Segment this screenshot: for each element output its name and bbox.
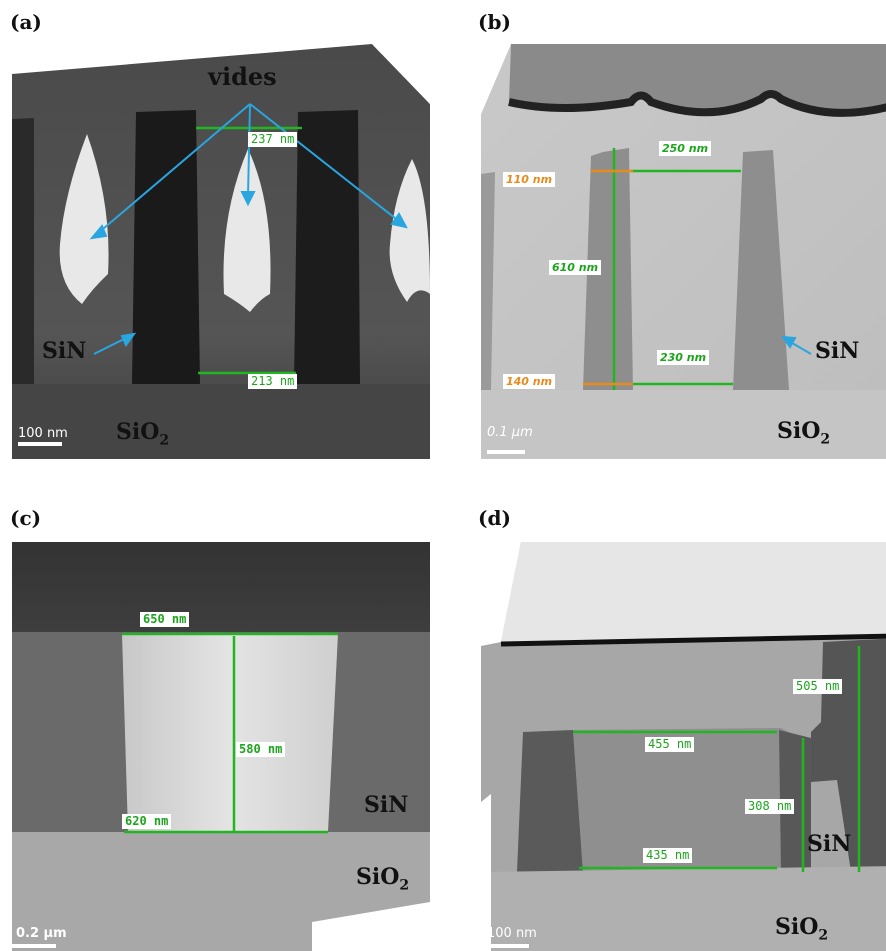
panel-d-micrograph [481,542,886,951]
panel-d-image: 455 nm 505 nm 308 nm 435 nm SiN SiO2 100… [481,542,886,951]
panel-a-sio2-label: SiO2 [116,419,170,449]
panel-b-height-label: 610 nm [549,260,602,275]
panel-c-micrograph [12,542,430,951]
panel-c-scale-bar: 0.2 μm [16,926,67,941]
panel-b-top-width-label: 110 nm [503,172,556,187]
panel-b-sin-label: SiN [815,338,860,364]
panel-a-label: (a) [10,10,42,34]
panel-c-sin-label: SiN [364,792,409,818]
panel-a-bottom-width-label: 213 nm [248,374,298,389]
panel-d-scale-bar: 100 nm [487,926,537,941]
panel-b-image: 250 nm 110 nm 610 nm 230 nm 140 nm SiN S… [481,44,886,459]
panel-a-scale-bar: 100 nm [18,426,68,446]
panel-c-height-label: 580 nm [236,742,286,757]
panel-d-sio2-label: SiO2 [775,914,829,944]
panel-a-image: vides 237 nm 213 nm SiN SiO2 100 nm [12,44,430,459]
panel-b-label: (b) [478,10,511,34]
panel-a-micrograph [12,44,430,459]
panel-b-top-gap-label: 250 nm [659,141,712,156]
panel-d-bottom-width-label: 435 nm [643,848,693,863]
panel-c-top-width-label: 650 nm [140,612,190,627]
panel-c-image: 650 nm 580 nm 620 nm SiN SiO2 0.2 μm [12,542,430,951]
panel-a-top-width-label: 237 nm [248,132,298,147]
panel-d-label: (d) [478,506,511,530]
panel-c-sio2-label: SiO2 [356,864,410,894]
panel-b-sio2-label: SiO2 [777,418,831,448]
panel-a-callout-vides: vides [208,62,277,91]
panel-c-bottom-width-label: 620 nm [122,814,172,829]
panel-a-sin-label: SiN [42,338,87,364]
panel-d-sin-label: SiN [807,831,852,857]
panel-c-label: (c) [10,506,42,530]
panel-b-micrograph [481,44,886,459]
panel-d-height-right-label: 505 nm [793,679,843,694]
panel-d-top-width-label: 455 nm [645,737,695,752]
panel-b-scale-bar: 0.1 μm [487,425,533,440]
panel-d-height-inner-label: 308 nm [745,799,795,814]
panel-b-bottom-width-label: 140 nm [503,374,556,389]
panel-b-bottom-gap-label: 230 nm [657,350,710,365]
